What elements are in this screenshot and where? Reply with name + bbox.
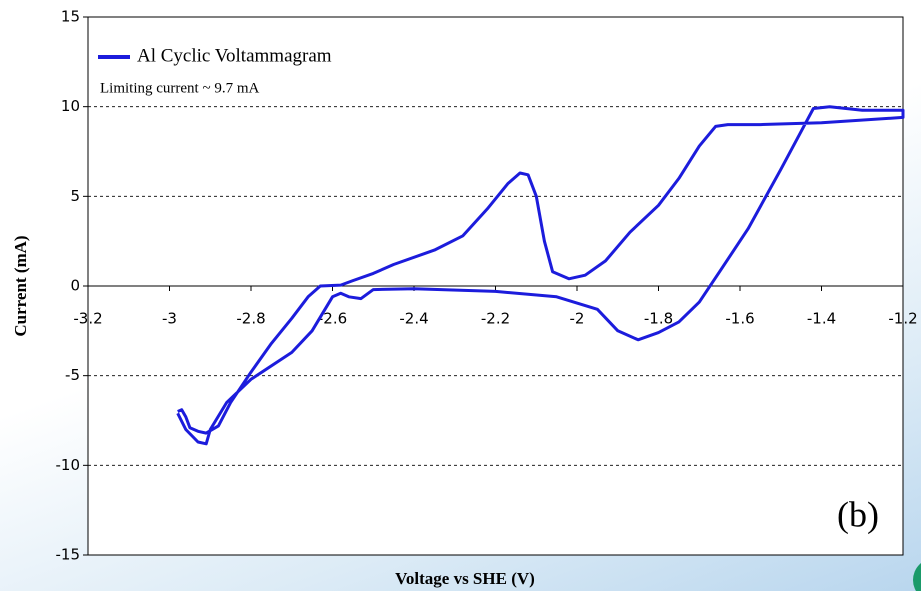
legend-label: Al Cyclic Voltammagram [137, 45, 332, 66]
y-tick-label: -5 [65, 366, 80, 384]
x-tick-label: -3 [162, 310, 177, 328]
x-tick-label: -2 [570, 310, 585, 328]
x-tick-label: -1.6 [725, 310, 754, 328]
x-tick-label: -1.4 [807, 310, 836, 328]
y-tick-label: 15 [61, 8, 80, 26]
x-tick-label: -1.2 [888, 310, 917, 328]
y-tick-label: -10 [56, 456, 81, 474]
x-tick-label: -2.8 [236, 310, 265, 328]
data-line [176, 105, 905, 446]
y-tick-label: 5 [70, 187, 80, 205]
x-tick-label: -2.4 [399, 310, 428, 328]
y-tick-label: 10 [61, 97, 80, 115]
y-tick-label: -15 [56, 546, 81, 564]
annotation: Limiting current ~ 9.7 mA [100, 80, 260, 96]
x-tick-label: -2.6 [318, 310, 347, 328]
y-tick-label: 0 [70, 277, 80, 295]
panel-label: (b) [837, 494, 879, 534]
x-axis-title: Voltage vs SHE (V) [395, 569, 535, 588]
x-tick-label: -3.2 [73, 310, 102, 328]
x-tick-label: -2.2 [481, 310, 510, 328]
x-tick-label: -1.8 [644, 310, 673, 328]
y-axis-title: Current (mA) [11, 235, 30, 336]
decoration [913, 563, 921, 591]
